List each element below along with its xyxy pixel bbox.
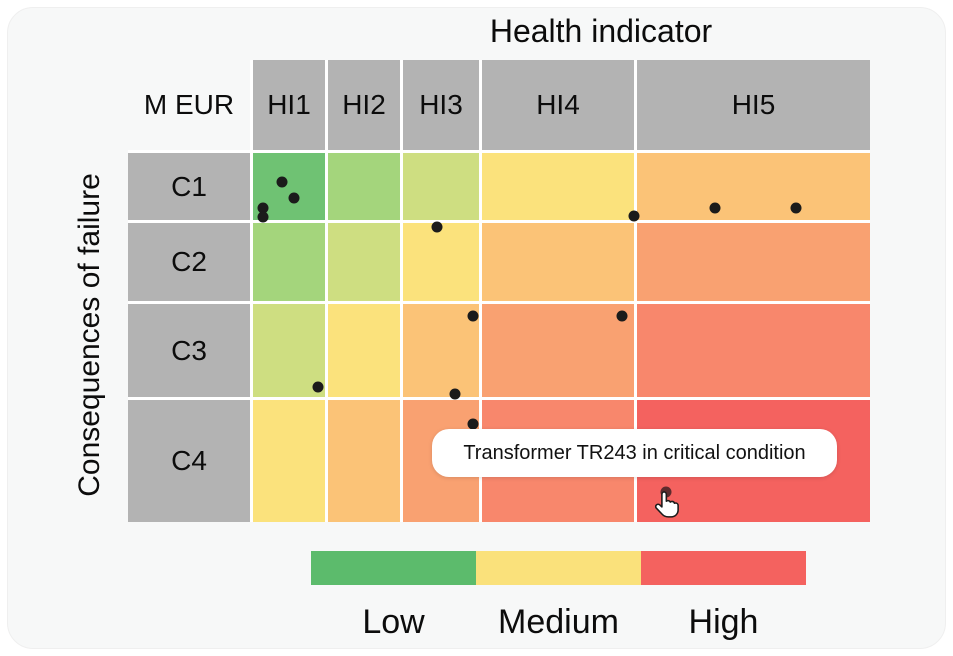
matrix-cell-c3-hi3 xyxy=(403,304,479,397)
matrix-cell-c1-hi4 xyxy=(482,153,634,220)
matrix-cell-c2-hi1 xyxy=(253,223,325,301)
data-point[interactable] xyxy=(431,221,443,233)
matrix-cell-c1-hi5 xyxy=(637,153,870,220)
legend-swatch-medium xyxy=(476,551,641,585)
data-point[interactable] xyxy=(288,192,300,204)
risk-matrix: M EUR HI1 HI2 HI3 HI4 HI5 C1 C2 C3 C4 xyxy=(128,60,870,522)
matrix-cell-c4-hi2 xyxy=(328,400,400,522)
data-point[interactable] xyxy=(312,381,324,393)
matrix-cell-c1-hi3 xyxy=(403,153,479,220)
data-point[interactable] xyxy=(257,202,269,214)
y-axis-label: Consequences of failure xyxy=(73,173,106,497)
data-point[interactable] xyxy=(449,388,461,400)
column-header-hi3: HI3 xyxy=(403,60,479,150)
legend-label-high: High xyxy=(688,602,759,641)
matrix-cell-c2-hi4 xyxy=(482,223,634,301)
legend-label-low: Low xyxy=(362,602,425,641)
matrix-cell-c2-hi2 xyxy=(328,223,400,301)
chart-title: Health indicator xyxy=(489,13,713,49)
matrix-cell-c3-hi2 xyxy=(328,304,400,397)
column-header-hi2: HI2 xyxy=(328,60,400,150)
row-header-c1: C1 xyxy=(128,153,250,220)
data-point[interactable] xyxy=(467,418,479,430)
data-point[interactable] xyxy=(257,211,269,223)
legend-label-medium: Medium xyxy=(498,602,619,641)
hand-cursor-icon xyxy=(651,489,683,528)
tooltip-text: Transformer TR243 in critical condition xyxy=(463,441,806,464)
data-point[interactable] xyxy=(616,310,628,322)
legend-swatch-low xyxy=(311,551,476,585)
matrix-cell-c2-hi5 xyxy=(637,223,870,301)
row-header-c2: C2 xyxy=(128,223,250,301)
column-header-hi5: HI5 xyxy=(637,60,870,150)
legend-labels: Low Medium High xyxy=(311,601,806,643)
row-header-c3: C3 xyxy=(128,304,250,397)
data-point[interactable] xyxy=(276,176,288,188)
matrix-cell-c3-hi1 xyxy=(253,304,325,397)
matrix-cell-c3-hi4 xyxy=(482,304,634,397)
matrix-cell-c4-hi1 xyxy=(253,400,325,522)
column-header-hi4: HI4 xyxy=(482,60,634,150)
column-header-hi1: HI1 xyxy=(253,60,325,150)
unit-label: M EUR xyxy=(128,60,250,150)
data-point[interactable] xyxy=(628,210,640,222)
matrix-cell-c1-hi2 xyxy=(328,153,400,220)
legend-color-bar xyxy=(311,551,806,585)
data-point[interactable] xyxy=(709,202,721,214)
data-point[interactable] xyxy=(790,202,802,214)
data-point[interactable] xyxy=(467,310,479,322)
matrix-cell-c2-hi3 xyxy=(403,223,479,301)
legend-swatch-high xyxy=(641,551,806,585)
matrix-cell-c3-hi5 xyxy=(637,304,870,397)
tooltip: Transformer TR243 in critical condition xyxy=(432,429,837,477)
row-header-c4: C4 xyxy=(128,400,250,522)
